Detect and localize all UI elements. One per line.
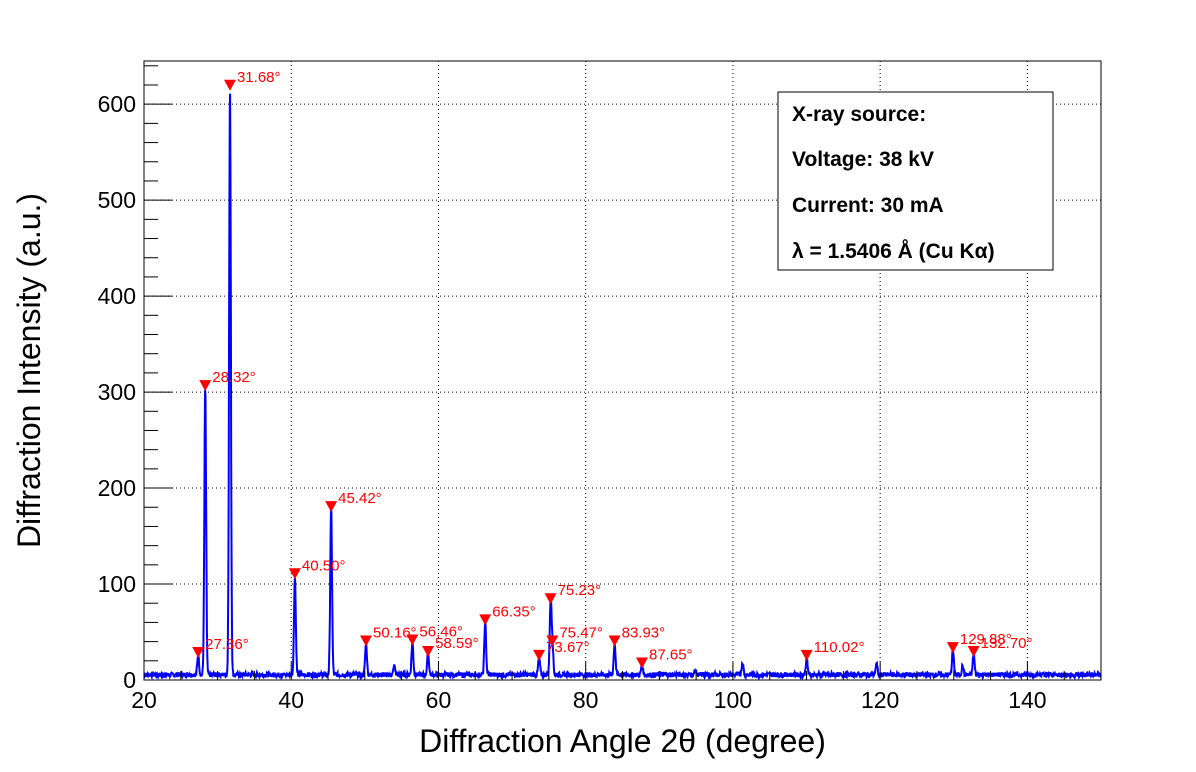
legend-line-current: Current: 30 mA bbox=[792, 194, 944, 217]
peak-label: 56.46° bbox=[419, 623, 463, 640]
peak-label: 40.50° bbox=[302, 557, 346, 574]
y-tick-label: 0 bbox=[123, 667, 136, 693]
y-axis-title: Diffraction Intensity (a.u.) bbox=[11, 193, 47, 548]
peak-label: 132.70° bbox=[981, 635, 1033, 652]
x-tick-label: 140 bbox=[1008, 687, 1046, 713]
legend-line-wavelength: λ = 1.5406 Å (Cu Kα) bbox=[792, 239, 995, 263]
peak-marker bbox=[479, 614, 492, 626]
peak-marker bbox=[608, 635, 621, 647]
y-tick-label: 300 bbox=[98, 379, 136, 405]
x-tick-label: 20 bbox=[131, 687, 157, 713]
peak-marker bbox=[422, 646, 435, 658]
peak-label: 83.93° bbox=[622, 624, 666, 641]
peak-marker bbox=[546, 635, 559, 647]
x-tick-label: 40 bbox=[278, 687, 304, 713]
y-tick-label: 200 bbox=[98, 475, 136, 501]
axes-group: 20 40 60 80 100 120 140 0 100 200 300 400 500 600 bbox=[98, 65, 1102, 713]
y-tick-label: 100 bbox=[98, 571, 136, 597]
peak-label: 58.59° bbox=[435, 635, 479, 652]
peak-marker bbox=[325, 501, 338, 513]
x-tick-label: 100 bbox=[714, 687, 752, 713]
legend-box bbox=[777, 91, 1054, 271]
peak-marker bbox=[223, 79, 236, 91]
peak-marker bbox=[199, 380, 212, 392]
peak-label: 27.36° bbox=[205, 636, 249, 653]
x-tick-label: 120 bbox=[861, 687, 899, 713]
peak-marker bbox=[636, 657, 649, 669]
peak-marker bbox=[946, 642, 959, 654]
peak-marker bbox=[533, 649, 546, 661]
peak-marker bbox=[192, 646, 205, 658]
peak-marker bbox=[406, 634, 419, 646]
peak-label: 28.32° bbox=[212, 369, 256, 386]
peak-marker bbox=[360, 635, 373, 647]
peak-label: 45.42° bbox=[338, 490, 382, 507]
y-tick-label: 600 bbox=[98, 91, 136, 117]
peak-label: 50.16° bbox=[373, 624, 417, 641]
x-tick-label: 80 bbox=[573, 687, 599, 713]
peak-label: 110.02° bbox=[814, 639, 865, 656]
y-tick-label: 500 bbox=[98, 187, 136, 213]
peak-marker bbox=[544, 593, 557, 605]
legend-line-title: X-ray source: bbox=[792, 103, 926, 126]
peak-label: 75.47° bbox=[559, 624, 603, 641]
peak-label: 129.88° bbox=[960, 631, 1012, 648]
peak-markers-group: 27.36° 28.32° 31.68° 40.50° 45.42° 50.16° 56.4… bbox=[192, 69, 1033, 669]
peak-label: 75.23° bbox=[558, 582, 602, 599]
peak-marker bbox=[288, 568, 301, 580]
peak-marker bbox=[800, 649, 813, 661]
peak-label: 87.65° bbox=[649, 647, 693, 664]
peak-label: 31.68° bbox=[237, 69, 281, 86]
xray-source-legend: X-ray source: Voltage: 38 kV Current: 30… bbox=[777, 91, 1054, 271]
peak-label: 73.67° bbox=[546, 639, 590, 656]
x-tick-label: 60 bbox=[426, 687, 452, 713]
legend-line-voltage: Voltage: 38 kV bbox=[792, 148, 934, 171]
peak-label: 66.35° bbox=[492, 603, 536, 620]
y-tick-label: 400 bbox=[98, 283, 136, 309]
peak-marker bbox=[967, 646, 980, 658]
x-axis-title: Diffraction Angle 2θ (degree) bbox=[419, 723, 826, 759]
